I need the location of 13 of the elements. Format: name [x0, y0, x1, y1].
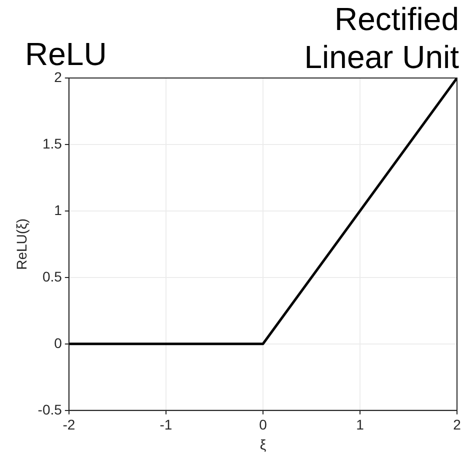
y-tick-label: 1.5: [42, 135, 62, 152]
y-tick-label: 0: [54, 334, 62, 351]
x-tick-label: -1: [160, 416, 172, 433]
chart-subtitle: Rectified Linear Unit: [303, 0, 459, 76]
x-tick-label: 0: [259, 416, 268, 433]
x-tick-label: -2: [62, 416, 76, 433]
x-tick-label: 1: [356, 416, 364, 433]
y-axis-title: ReLU(ξ): [13, 218, 30, 270]
y-tick-label: -0.5: [38, 401, 62, 418]
y-tick-label: 1: [54, 202, 62, 218]
x-tick-label: 2: [453, 416, 462, 433]
y-tick-label: 0.5: [42, 268, 62, 284]
x-axis-title: ξ: [260, 436, 266, 452]
